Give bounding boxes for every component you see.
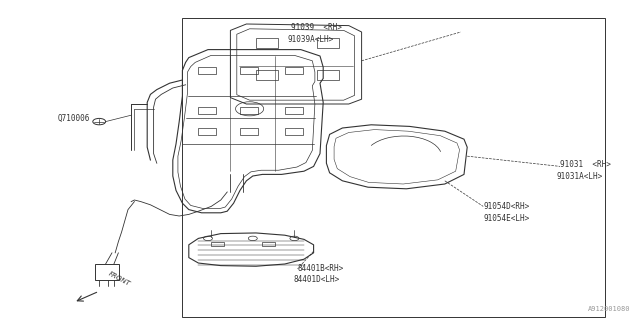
Bar (198, 67, 216, 74)
Bar (198, 128, 216, 135)
Bar (317, 38, 339, 48)
Bar (240, 67, 258, 74)
Text: 91054D<RH>: 91054D<RH> (483, 202, 529, 211)
Text: 91039A<LH>: 91039A<LH> (287, 35, 333, 44)
Text: 84401B<RH>: 84401B<RH> (298, 264, 344, 273)
Bar (95, 264, 119, 280)
Text: A912001080: A912001080 (588, 306, 630, 312)
Bar (285, 128, 303, 135)
Bar (285, 107, 303, 114)
Bar (198, 107, 216, 114)
Bar (285, 67, 303, 74)
Bar (262, 242, 275, 246)
Text: 91031A<LH>: 91031A<LH> (556, 172, 602, 181)
Bar (317, 70, 339, 80)
Bar (256, 38, 278, 48)
Text: Q710006: Q710006 (58, 114, 90, 123)
Text: 84401D<LH>: 84401D<LH> (294, 276, 340, 284)
Bar (182, 18, 605, 317)
Bar (211, 242, 224, 246)
Text: 91039  <RH>: 91039 <RH> (291, 23, 342, 32)
Bar (240, 107, 258, 114)
Text: FRONT: FRONT (108, 271, 131, 287)
Text: 91054E<LH>: 91054E<LH> (483, 214, 529, 223)
Bar (240, 128, 258, 135)
Text: 91031  <RH>: 91031 <RH> (560, 160, 611, 169)
Bar (256, 70, 278, 80)
